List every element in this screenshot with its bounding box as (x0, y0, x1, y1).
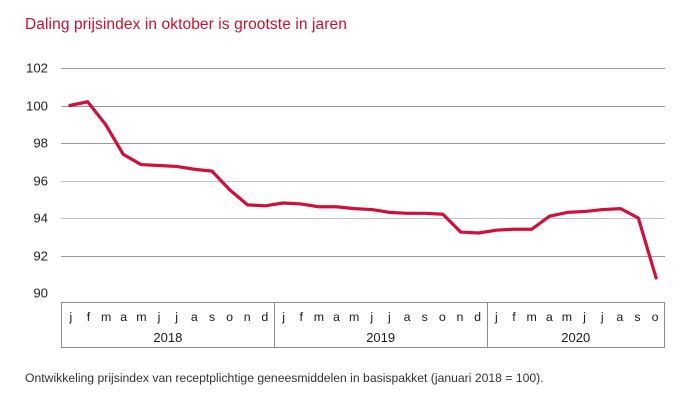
y-tick-label-98: 98 (33, 135, 48, 151)
month-label: a (403, 309, 411, 324)
month-label: s (634, 309, 641, 324)
y-tick-label-90: 90 (33, 285, 48, 301)
month-label: d (261, 309, 269, 324)
month-label: j (282, 309, 285, 324)
chart-title: Daling prijsindex in oktober is grootste… (25, 16, 347, 33)
month-label: f (86, 309, 91, 324)
month-label: j (370, 309, 374, 324)
month-labels-2018: j f m a m j j a s o n d (62, 303, 274, 328)
month-label: a (333, 309, 340, 324)
year-label-2019: 2019 (366, 330, 396, 345)
year-block-2019: j f m a m j j a s o n d 2019 (275, 303, 488, 347)
series-polyline (68, 100, 658, 280)
month-label: f (512, 309, 516, 324)
month-label: a (190, 309, 198, 324)
month-labels-2019: j f m a m j j a s o n d (275, 303, 487, 328)
y-axis-labels: 102 100 98 96 94 92 90 (0, 61, 48, 299)
gridline-98 (61, 143, 665, 144)
month-label: s (208, 309, 216, 324)
month-label: o (651, 309, 659, 324)
month-label: n (243, 309, 251, 324)
month-label: j (175, 309, 179, 324)
chart-footnote: Ontwikkeling prijsindex van receptplicht… (25, 371, 544, 385)
month-labels-2020: j f m a m j j a s o (488, 303, 664, 328)
gridline-94 (61, 218, 665, 219)
month-label: a (545, 309, 553, 324)
month-label: a (120, 309, 128, 324)
gridline-96 (61, 180, 665, 182)
month-label: f (299, 309, 303, 324)
month-label: o (226, 309, 234, 324)
gridline-102 (61, 68, 665, 69)
month-label: m (313, 309, 325, 324)
month-label: a (616, 309, 624, 324)
month-label: m (526, 309, 537, 324)
month-label: m (561, 309, 573, 324)
month-label: m (136, 309, 147, 324)
month-label: d (474, 309, 482, 324)
gridline-100 (61, 105, 665, 107)
month-label: m (348, 309, 360, 324)
month-label: j (494, 309, 498, 324)
year-block-2018: j f m a m j j a s o n d 2018 (62, 303, 275, 347)
gridline-92 (61, 255, 665, 257)
y-tick-label-102: 102 (25, 60, 48, 76)
x-axis: j f m a m j j a s o n d 2018 j f m a m (61, 302, 665, 348)
y-tick-label-92: 92 (33, 247, 48, 263)
month-label: m (100, 309, 112, 324)
month-label: o (438, 309, 446, 324)
month-label: j (600, 309, 604, 324)
y-tick-label-100: 100 (25, 97, 48, 113)
year-block-2020: j f m a m j j a s o 2020 (488, 303, 664, 347)
plot-area (61, 68, 665, 293)
y-tick-label-94: 94 (33, 210, 48, 226)
year-label-2020: 2020 (561, 330, 591, 345)
month-label: j (69, 309, 73, 324)
series-line-chart (68, 100, 658, 280)
month-label: j (583, 309, 586, 324)
month-label: j (388, 309, 391, 324)
y-tick-label-96: 96 (33, 172, 48, 188)
year-label-2018: 2018 (153, 330, 183, 345)
month-label: s (421, 309, 428, 324)
month-label: j (157, 309, 161, 324)
month-label: n (456, 309, 464, 324)
